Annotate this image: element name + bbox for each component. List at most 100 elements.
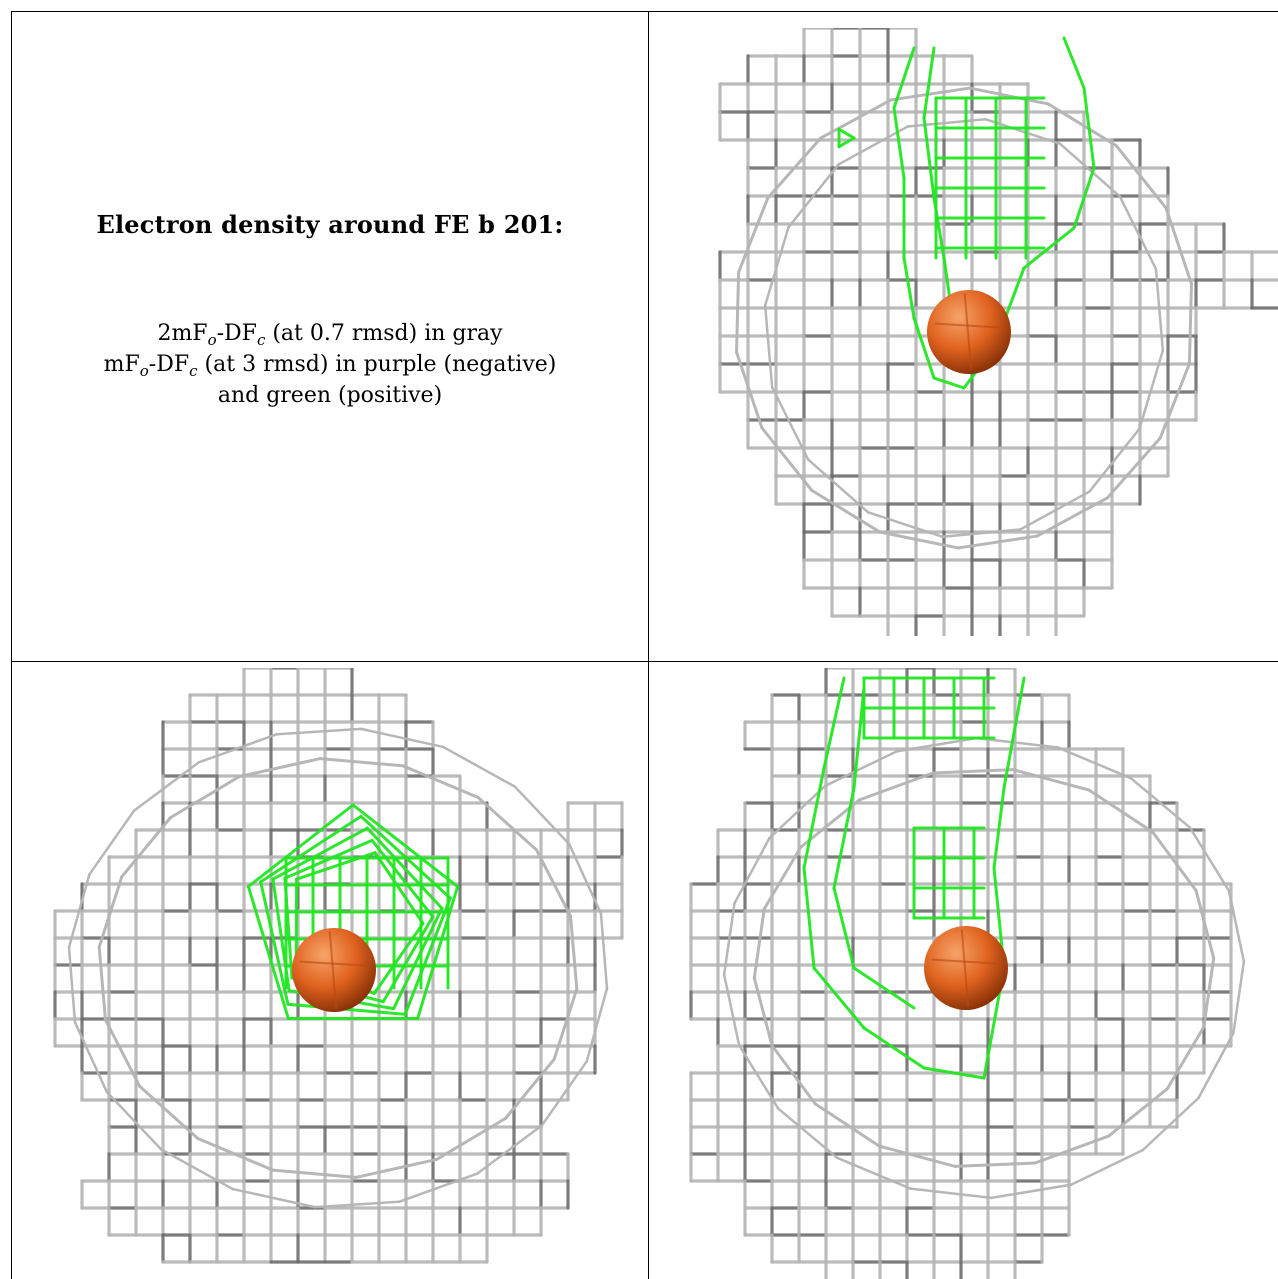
contour-ring bbox=[931, 768, 1015, 775]
contour-ring bbox=[88, 809, 136, 876]
fe-atom-sphere-mesh bbox=[328, 931, 338, 1009]
green-mesh-edge bbox=[852, 966, 916, 1010]
green-mesh-edge bbox=[912, 316, 936, 380]
contour-ring bbox=[866, 511, 944, 539]
contour-ring bbox=[585, 987, 609, 1063]
contour-ring bbox=[737, 196, 770, 274]
contour-ring bbox=[435, 1116, 508, 1161]
contour-ring bbox=[752, 907, 766, 980]
contour-ring bbox=[889, 86, 972, 102]
green-mesh-edge bbox=[1022, 226, 1076, 270]
fe-atom-sphere bbox=[292, 928, 376, 1012]
mesh-render-3 bbox=[689, 668, 1246, 1279]
mesh-render-2 bbox=[53, 668, 624, 1264]
green-mesh-edge bbox=[365, 826, 444, 910]
green-mesh-edge bbox=[832, 786, 856, 890]
table-divider-vertical bbox=[648, 11, 649, 1279]
contour-ring bbox=[956, 534, 1039, 550]
contour-ring bbox=[776, 1107, 839, 1160]
contour-ring bbox=[941, 528, 1022, 539]
contour-ring bbox=[1118, 195, 1158, 271]
legend-line-2fofc: 2mFo-DFc (at 0.7 rmsd) in gray bbox=[157, 321, 503, 349]
contour-ring bbox=[1194, 888, 1216, 960]
table-border-left bbox=[11, 11, 12, 1279]
green-mesh-edge bbox=[246, 885, 290, 1020]
contour-ring bbox=[1165, 1025, 1206, 1091]
contour-ring bbox=[1187, 282, 1193, 366]
contour-ring bbox=[1019, 490, 1091, 531]
green-mesh-edge bbox=[832, 886, 856, 970]
green-mesh-edge bbox=[1072, 166, 1096, 230]
fe-atom-sphere bbox=[927, 290, 1011, 374]
contour-ring bbox=[813, 1102, 881, 1148]
contour-ring bbox=[275, 727, 363, 736]
contour-ring bbox=[722, 901, 736, 976]
contour-ring bbox=[1088, 427, 1141, 493]
contour-ring bbox=[313, 1200, 401, 1209]
contour-ring bbox=[534, 848, 573, 918]
contour-ring bbox=[877, 1144, 957, 1168]
contour-ring bbox=[97, 945, 107, 1022]
contour-ring bbox=[895, 736, 978, 753]
contour-ring bbox=[953, 1161, 1037, 1168]
contour-ring bbox=[1154, 267, 1165, 352]
contour-ring bbox=[1151, 830, 1198, 892]
contour-ring bbox=[476, 1123, 544, 1175]
contour-ring bbox=[762, 845, 803, 911]
contour-ring bbox=[733, 836, 771, 905]
contour-ring bbox=[806, 458, 870, 514]
green-mesh-edge bbox=[351, 803, 460, 889]
contour-ring bbox=[763, 226, 790, 307]
contour-ring bbox=[1141, 1096, 1200, 1152]
green-mesh-edge bbox=[922, 46, 936, 120]
contour-ring bbox=[1227, 889, 1246, 963]
contour-ring bbox=[1164, 206, 1193, 286]
contour-ring bbox=[359, 727, 445, 749]
green-mesh-edge bbox=[922, 116, 936, 200]
contour-ring bbox=[397, 1172, 479, 1204]
fe-atom-sphere bbox=[924, 926, 1008, 1010]
green-mesh-edge bbox=[271, 826, 369, 881]
green-mesh-edge bbox=[922, 1066, 986, 1080]
contour-ring bbox=[984, 117, 1062, 145]
green-mesh-edge bbox=[259, 880, 290, 1006]
contour-ring bbox=[735, 270, 741, 354]
table-border-top bbox=[11, 11, 1278, 12]
green-mesh-edge bbox=[381, 915, 435, 1004]
caption-cell: Electron density around FE b 201: 2mFo-D… bbox=[12, 0, 648, 660]
contour-ring bbox=[354, 1157, 439, 1179]
contour-ring bbox=[1087, 788, 1155, 834]
green-mesh-edge bbox=[837, 136, 856, 149]
green-mesh-edge bbox=[403, 896, 452, 1016]
contour-ring bbox=[1114, 144, 1168, 210]
contour-ring bbox=[737, 1043, 780, 1110]
contour-ring bbox=[67, 873, 91, 949]
contour-ring bbox=[752, 976, 774, 1048]
contour-ring bbox=[1202, 956, 1216, 1029]
contour-ring bbox=[722, 973, 741, 1047]
contour-ring bbox=[476, 796, 538, 852]
contour-ring bbox=[1105, 436, 1162, 500]
contour-ring bbox=[1129, 776, 1192, 829]
figure-title: Electron density around FE b 201: bbox=[96, 210, 564, 239]
contour-ring bbox=[599, 912, 609, 990]
contour-ring bbox=[168, 775, 241, 820]
contour-ring bbox=[735, 350, 764, 430]
contour-ring bbox=[1033, 1134, 1111, 1165]
contour-ring bbox=[1058, 142, 1122, 198]
contour-ring bbox=[552, 987, 579, 1061]
contour-ring bbox=[835, 1156, 912, 1190]
contour-ring bbox=[819, 98, 893, 140]
green-mesh-edge bbox=[370, 838, 435, 919]
green-mesh-edge bbox=[416, 885, 460, 1020]
green-mesh-edge bbox=[892, 46, 916, 110]
contour-ring bbox=[787, 163, 840, 229]
contour-ring bbox=[1011, 768, 1091, 792]
fe-atom-sphere-mesh bbox=[299, 960, 369, 967]
density-view-3 bbox=[664, 668, 1278, 1279]
green-mesh-edge bbox=[1082, 86, 1096, 170]
green-mesh-edge bbox=[852, 686, 866, 790]
contour-ring bbox=[766, 136, 823, 200]
contour-ring bbox=[1197, 1031, 1235, 1100]
green-mesh-edge bbox=[892, 106, 906, 180]
